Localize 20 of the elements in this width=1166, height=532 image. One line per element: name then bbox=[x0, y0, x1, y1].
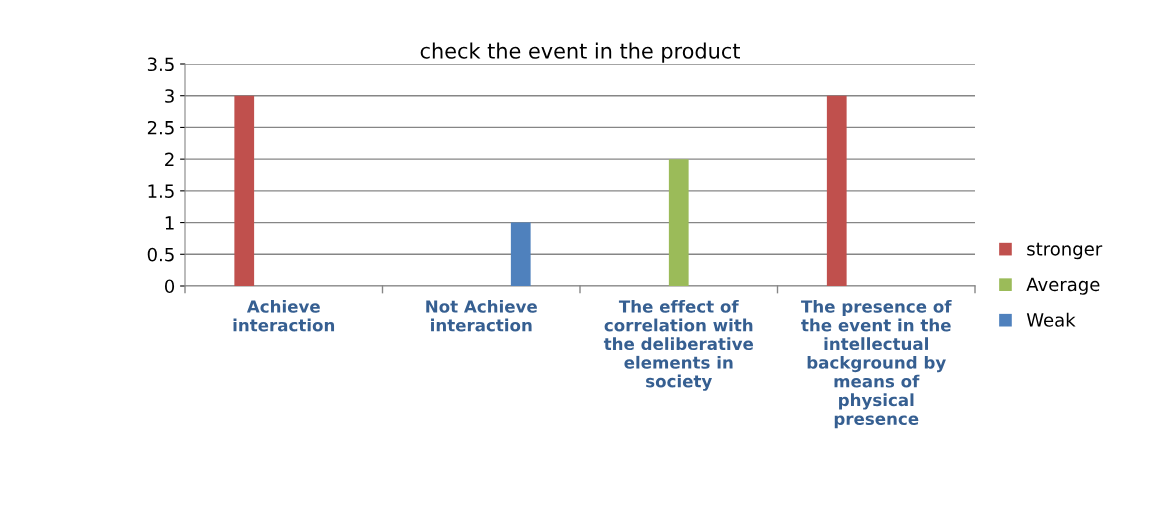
bar bbox=[234, 95, 255, 286]
y-tick-label: 1.5 bbox=[148, 184, 174, 198]
x-tick-label: The effect of correlation with the deliberative elements in society bbox=[603, 299, 754, 391]
y-tick-label: 3 bbox=[165, 89, 174, 103]
chart-title: check the event in the product bbox=[420, 42, 740, 63]
bar bbox=[826, 95, 847, 286]
x-tick-label: Achieve interaction bbox=[233, 299, 335, 332]
bar bbox=[668, 159, 689, 286]
x-tick-label: Not Achieve interaction bbox=[426, 299, 537, 332]
legend-label: Weak bbox=[1026, 312, 1076, 327]
legend-label: stronger bbox=[1027, 242, 1103, 260]
x-tick-label: The presence of the event in the intellectual background by means of physical presence bbox=[801, 299, 952, 429]
legend-label: Average bbox=[1026, 277, 1100, 295]
bar bbox=[510, 222, 531, 286]
y-tick-label: 2 bbox=[165, 152, 174, 166]
y-tick-label: 0 bbox=[164, 279, 175, 294]
y-tick-label: 2.5 bbox=[147, 120, 174, 135]
y-tick-label: 0.5 bbox=[147, 247, 174, 262]
y-tick-label: 1 bbox=[165, 216, 174, 230]
y-tick-label: 3.5 bbox=[147, 57, 174, 72]
